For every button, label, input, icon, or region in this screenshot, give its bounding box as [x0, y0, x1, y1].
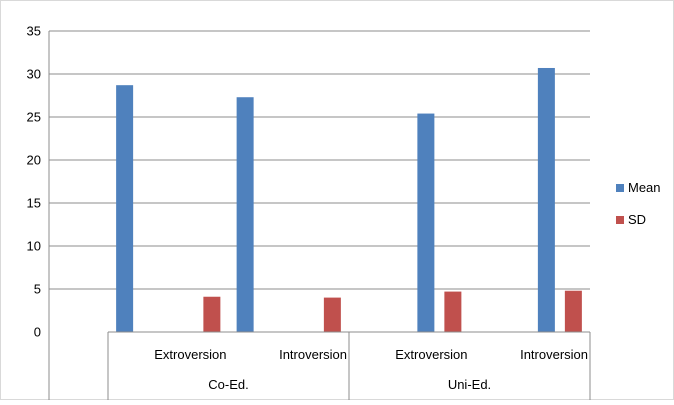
- y-tick-label: 30: [27, 67, 41, 82]
- bar-mean: [116, 85, 134, 333]
- y-tick-label: 0: [34, 325, 41, 340]
- x-category-label: Introversion: [520, 347, 588, 362]
- y-axis-tick-labels: 0 5 10 15 20 25 30 35: [27, 24, 41, 340]
- x-axis-labels: Extroversion Introversion Extroversion Intr…: [48, 332, 591, 400]
- bar-sd: [564, 290, 582, 332]
- legend-swatch-mean: [616, 184, 624, 192]
- bar-mean: [417, 113, 435, 332]
- bars: [116, 67, 582, 333]
- y-tick-label: 15: [27, 196, 41, 211]
- x-category-label: Extroversion: [154, 347, 226, 362]
- y-tick-label: 35: [27, 24, 41, 39]
- bar-mean: [537, 67, 555, 332]
- y-tick-label: 5: [34, 282, 41, 297]
- gridlines: [49, 30, 590, 290]
- x-group-label: Co-Ed.: [208, 377, 248, 392]
- y-tick-label: 20: [27, 153, 41, 168]
- x-category-label: Extroversion: [395, 347, 467, 362]
- bar-mean: [236, 97, 254, 332]
- legend-label-mean: Mean: [628, 180, 661, 195]
- legend-swatch-sd: [616, 216, 624, 224]
- legend: Mean SD: [616, 180, 661, 227]
- legend-label-sd: SD: [628, 212, 646, 227]
- x-group-label: Uni-Ed.: [448, 377, 491, 392]
- bar-sd: [444, 291, 462, 332]
- y-tick-label: 25: [27, 110, 41, 125]
- y-tick-label: 10: [27, 239, 41, 254]
- bar-sd: [323, 297, 341, 332]
- x-category-label: Introversion: [279, 347, 347, 362]
- bar-sd: [203, 296, 221, 332]
